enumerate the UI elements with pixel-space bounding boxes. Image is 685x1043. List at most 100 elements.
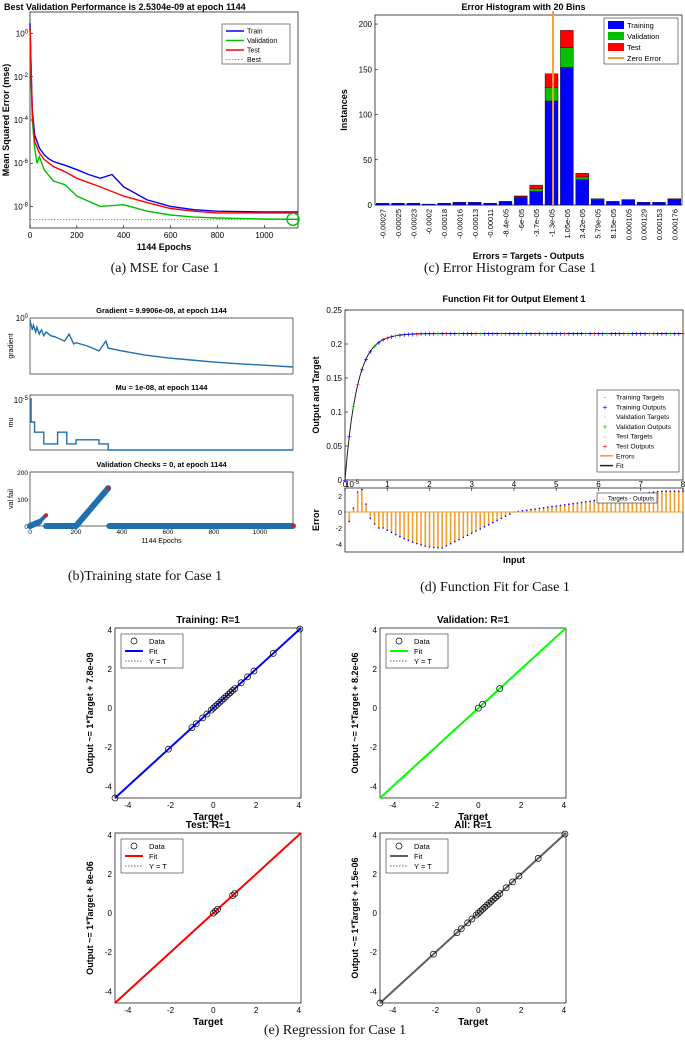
reg_validation-legend-label: Fit bbox=[414, 647, 423, 656]
reg_all-legend-label: Data bbox=[414, 842, 431, 851]
bar-validation bbox=[590, 198, 605, 200]
data-marker: + bbox=[605, 329, 610, 338]
error-point bbox=[542, 507, 545, 509]
x-tick-label: 2 bbox=[427, 480, 432, 489]
legend-swatch: · bbox=[604, 393, 607, 402]
data-marker: + bbox=[592, 329, 597, 338]
data-marker: + bbox=[465, 329, 470, 338]
data-marker: + bbox=[529, 329, 534, 338]
x-tick-label: 6 bbox=[596, 480, 601, 489]
reg_all-data-point bbox=[485, 899, 493, 907]
training-state-panel: Gradient = 9.9906e-08, at epoch 1144 100 g… bbox=[0, 300, 310, 562]
data-marker: + bbox=[474, 329, 479, 338]
reg_training-data-point bbox=[237, 679, 245, 687]
gradient-y-tick: 100 bbox=[16, 314, 29, 323]
legend-swatch: + bbox=[603, 403, 608, 412]
valfail-marker bbox=[291, 524, 295, 528]
category-label: 0.000105 bbox=[624, 209, 633, 240]
data-marker: + bbox=[550, 329, 555, 338]
error-point bbox=[420, 544, 422, 546]
reg_all-data-point bbox=[492, 894, 499, 901]
error-point bbox=[593, 499, 596, 502]
error-point bbox=[534, 508, 536, 510]
reg_validation-data-point bbox=[496, 685, 504, 692]
error-point bbox=[416, 542, 418, 545]
reg_test-data-point bbox=[214, 905, 221, 913]
valfail-x-tick: 400 bbox=[117, 529, 128, 536]
data-marker: + bbox=[630, 329, 635, 338]
reg_test-legend-swatch bbox=[130, 842, 138, 850]
data-marker: + bbox=[478, 329, 483, 338]
reg_test-x-tick: 0 bbox=[211, 1006, 216, 1015]
legend-label: Validation bbox=[627, 32, 659, 41]
y-tick-label: 0 bbox=[368, 201, 373, 210]
reg_all-x-tick: 4 bbox=[562, 1006, 567, 1015]
bar-test bbox=[529, 184, 543, 189]
reg_training-data-point bbox=[296, 625, 304, 633]
reg_all-ylabel: Output ~= 1*Target + 1.5e-06 bbox=[350, 857, 360, 978]
reg_training-data-point bbox=[218, 696, 226, 704]
data-marker: + bbox=[558, 329, 563, 338]
mu-title: Mu = 1e-08, at epoch 1144 bbox=[116, 383, 209, 392]
bar-training bbox=[590, 199, 605, 206]
error-point bbox=[576, 502, 579, 504]
x-tick-label: 600 bbox=[164, 231, 178, 240]
series-train bbox=[29, 23, 298, 213]
bar-training bbox=[544, 100, 559, 206]
y-tick-label: 100 bbox=[16, 30, 29, 39]
reg_training-data-point bbox=[220, 694, 228, 702]
bar-test bbox=[544, 73, 559, 88]
error-y-tick: 2 bbox=[338, 494, 342, 501]
bar-training bbox=[667, 199, 682, 206]
data-marker: + bbox=[440, 330, 445, 339]
error-point bbox=[656, 490, 659, 493]
x-tick-label: 0 bbox=[28, 231, 33, 240]
legend-label: Test bbox=[627, 43, 642, 52]
bar-training bbox=[560, 67, 574, 206]
reg_training-x-tick: 0 bbox=[211, 801, 216, 810]
reg_validation-data-point bbox=[479, 700, 486, 708]
reg_test-x-tick: 4 bbox=[297, 1006, 302, 1015]
chart-title: Function Fit for Output Element 1 bbox=[443, 294, 586, 304]
data-marker: + bbox=[486, 329, 491, 338]
data-marker: + bbox=[398, 331, 403, 340]
error-point bbox=[352, 507, 355, 509]
reg_all-data-point bbox=[430, 950, 437, 958]
data-marker: + bbox=[368, 347, 373, 356]
reg_validation-x-tick: -2 bbox=[432, 801, 440, 810]
data-marker: + bbox=[444, 329, 449, 338]
gradient-title: Gradient = 9.9906e-08, at epoch 1144 bbox=[96, 306, 228, 315]
error-axis-label: Error bbox=[311, 509, 321, 532]
y-axis-label: Output and Target bbox=[311, 356, 321, 433]
bar-training bbox=[636, 202, 651, 206]
data-marker: + bbox=[651, 329, 656, 338]
legend-swatch bbox=[608, 32, 624, 40]
data-marker: + bbox=[410, 330, 415, 339]
reg_all-data-point bbox=[481, 903, 489, 911]
reg_test-y-tick: 2 bbox=[108, 870, 113, 879]
error-point bbox=[386, 529, 389, 532]
x-tick-label: 1000 bbox=[255, 231, 273, 240]
valfail-x-tick: 1000 bbox=[253, 529, 268, 536]
error-point bbox=[399, 535, 401, 538]
y-tick-label: 10-2 bbox=[14, 73, 29, 82]
reg_all-data-point bbox=[474, 909, 482, 917]
data-marker: + bbox=[541, 329, 546, 338]
data-marker: + bbox=[499, 329, 504, 338]
reg_all-fit-line bbox=[379, 832, 567, 1004]
reg_training-data-point bbox=[229, 687, 236, 694]
reg_test-x-tick: 2 bbox=[254, 1006, 259, 1015]
reg_training-data-point bbox=[188, 724, 196, 732]
bar-validation bbox=[575, 176, 589, 180]
bar-training bbox=[652, 202, 666, 206]
reg_all-title: All: R=1 bbox=[454, 820, 492, 831]
reg_all-data-point bbox=[561, 830, 569, 838]
reg_training-x-tick: 2 bbox=[254, 801, 259, 810]
error-point bbox=[411, 541, 414, 543]
data-marker: + bbox=[461, 329, 466, 338]
error-point bbox=[547, 506, 549, 508]
reg_all-y-tick: 4 bbox=[373, 831, 378, 840]
error-point bbox=[538, 507, 541, 510]
error-point bbox=[585, 501, 587, 503]
x-tick-label: 8 bbox=[681, 480, 685, 489]
